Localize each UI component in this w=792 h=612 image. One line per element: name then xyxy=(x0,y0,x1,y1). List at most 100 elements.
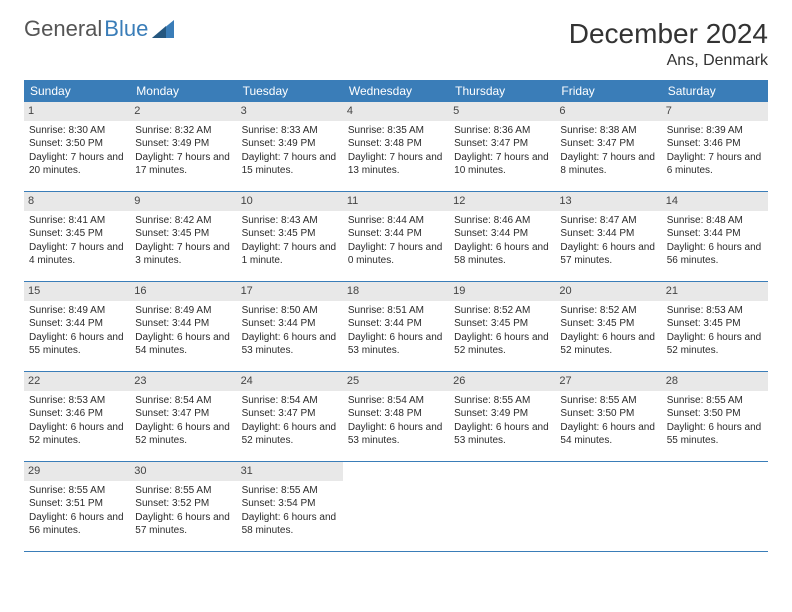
calendar-week: 22Sunrise: 8:53 AMSunset: 3:46 PMDayligh… xyxy=(24,372,768,462)
sunset-text: Sunset: 3:44 PM xyxy=(348,227,444,241)
sunrise-text: Sunrise: 8:55 AM xyxy=(29,484,125,498)
sunset-text: Sunset: 3:45 PM xyxy=(29,227,125,241)
weekday-header: Saturday xyxy=(662,80,768,102)
daylight-text: Daylight: 7 hours and 1 minute. xyxy=(242,241,338,268)
sunset-text: Sunset: 3:49 PM xyxy=(135,137,231,151)
daylight-text: Daylight: 6 hours and 56 minutes. xyxy=(667,241,763,268)
weekday-header: Tuesday xyxy=(237,80,343,102)
sunrise-text: Sunrise: 8:35 AM xyxy=(348,124,444,138)
day-number: 6 xyxy=(555,102,661,121)
day-number: 11 xyxy=(343,192,449,211)
sunset-text: Sunset: 3:45 PM xyxy=(560,317,656,331)
daylight-text: Daylight: 6 hours and 52 minutes. xyxy=(454,331,550,358)
sunrise-text: Sunrise: 8:53 AM xyxy=(667,304,763,318)
calendar-day-cell: 8Sunrise: 8:41 AMSunset: 3:45 PMDaylight… xyxy=(24,192,130,281)
day-number: 8 xyxy=(24,192,130,211)
day-number: 4 xyxy=(343,102,449,121)
sunset-text: Sunset: 3:46 PM xyxy=(667,137,763,151)
sunset-text: Sunset: 3:47 PM xyxy=(454,137,550,151)
sunrise-text: Sunrise: 8:55 AM xyxy=(135,484,231,498)
sunset-text: Sunset: 3:45 PM xyxy=(242,227,338,241)
sunrise-text: Sunrise: 8:48 AM xyxy=(667,214,763,228)
day-number: 18 xyxy=(343,282,449,301)
calendar-day-cell: 28Sunrise: 8:55 AMSunset: 3:50 PMDayligh… xyxy=(662,372,768,461)
sunrise-text: Sunrise: 8:50 AM xyxy=(242,304,338,318)
sunset-text: Sunset: 3:44 PM xyxy=(667,227,763,241)
sunrise-text: Sunrise: 8:42 AM xyxy=(135,214,231,228)
calendar: Sunday Monday Tuesday Wednesday Thursday… xyxy=(24,80,768,552)
sunrise-text: Sunrise: 8:46 AM xyxy=(454,214,550,228)
calendar-day-cell: 6Sunrise: 8:38 AMSunset: 3:47 PMDaylight… xyxy=(555,102,661,191)
calendar-day-cell: 1Sunrise: 8:30 AMSunset: 3:50 PMDaylight… xyxy=(24,102,130,191)
day-number: 29 xyxy=(24,462,130,481)
calendar-day-cell: . xyxy=(343,462,449,551)
sunrise-text: Sunrise: 8:43 AM xyxy=(242,214,338,228)
day-number: 3 xyxy=(237,102,343,121)
day-number: 30 xyxy=(130,462,236,481)
sunset-text: Sunset: 3:44 PM xyxy=(135,317,231,331)
calendar-day-cell: 13Sunrise: 8:47 AMSunset: 3:44 PMDayligh… xyxy=(555,192,661,281)
daylight-text: Daylight: 6 hours and 52 minutes. xyxy=(667,331,763,358)
calendar-day-cell: 23Sunrise: 8:54 AMSunset: 3:47 PMDayligh… xyxy=(130,372,236,461)
day-number: 22 xyxy=(24,372,130,391)
day-number: 12 xyxy=(449,192,555,211)
calendar-week: 8Sunrise: 8:41 AMSunset: 3:45 PMDaylight… xyxy=(24,192,768,282)
weekday-header-row: Sunday Monday Tuesday Wednesday Thursday… xyxy=(24,80,768,102)
daylight-text: Daylight: 7 hours and 0 minutes. xyxy=(348,241,444,268)
daylight-text: Daylight: 6 hours and 53 minutes. xyxy=(348,421,444,448)
sunset-text: Sunset: 3:49 PM xyxy=(242,137,338,151)
daylight-text: Daylight: 7 hours and 10 minutes. xyxy=(454,151,550,178)
calendar-day-cell: 12Sunrise: 8:46 AMSunset: 3:44 PMDayligh… xyxy=(449,192,555,281)
daylight-text: Daylight: 6 hours and 56 minutes. xyxy=(29,511,125,538)
sunrise-text: Sunrise: 8:49 AM xyxy=(29,304,125,318)
day-number: 16 xyxy=(130,282,236,301)
daylight-text: Daylight: 7 hours and 20 minutes. xyxy=(29,151,125,178)
day-number: 27 xyxy=(555,372,661,391)
day-number: 20 xyxy=(555,282,661,301)
daylight-text: Daylight: 7 hours and 15 minutes. xyxy=(242,151,338,178)
calendar-day-cell: 11Sunrise: 8:44 AMSunset: 3:44 PMDayligh… xyxy=(343,192,449,281)
daylight-text: Daylight: 6 hours and 55 minutes. xyxy=(29,331,125,358)
sunrise-text: Sunrise: 8:54 AM xyxy=(242,394,338,408)
daylight-text: Daylight: 6 hours and 53 minutes. xyxy=(348,331,444,358)
sunset-text: Sunset: 3:52 PM xyxy=(135,497,231,511)
sunset-text: Sunset: 3:44 PM xyxy=(29,317,125,331)
calendar-day-cell: 4Sunrise: 8:35 AMSunset: 3:48 PMDaylight… xyxy=(343,102,449,191)
sunset-text: Sunset: 3:50 PM xyxy=(560,407,656,421)
sunset-text: Sunset: 3:45 PM xyxy=(667,317,763,331)
sunrise-text: Sunrise: 8:53 AM xyxy=(29,394,125,408)
daylight-text: Daylight: 7 hours and 13 minutes. xyxy=(348,151,444,178)
daylight-text: Daylight: 6 hours and 52 minutes. xyxy=(29,421,125,448)
calendar-day-cell: 29Sunrise: 8:55 AMSunset: 3:51 PMDayligh… xyxy=(24,462,130,551)
calendar-day-cell: 27Sunrise: 8:55 AMSunset: 3:50 PMDayligh… xyxy=(555,372,661,461)
sunset-text: Sunset: 3:50 PM xyxy=(667,407,763,421)
daylight-text: Daylight: 7 hours and 17 minutes. xyxy=(135,151,231,178)
sunrise-text: Sunrise: 8:52 AM xyxy=(454,304,550,318)
day-number: 21 xyxy=(662,282,768,301)
calendar-weeks: 1Sunrise: 8:30 AMSunset: 3:50 PMDaylight… xyxy=(24,102,768,552)
title-block: December 2024 Ans, Denmark xyxy=(569,18,768,70)
daylight-text: Daylight: 6 hours and 58 minutes. xyxy=(454,241,550,268)
daylight-text: Daylight: 6 hours and 58 minutes. xyxy=(242,511,338,538)
day-number: 10 xyxy=(237,192,343,211)
sunrise-text: Sunrise: 8:47 AM xyxy=(560,214,656,228)
daylight-text: Daylight: 6 hours and 52 minutes. xyxy=(135,421,231,448)
calendar-day-cell: 30Sunrise: 8:55 AMSunset: 3:52 PMDayligh… xyxy=(130,462,236,551)
sunset-text: Sunset: 3:47 PM xyxy=(135,407,231,421)
sunset-text: Sunset: 3:54 PM xyxy=(242,497,338,511)
sunrise-text: Sunrise: 8:55 AM xyxy=(560,394,656,408)
calendar-day-cell: 18Sunrise: 8:51 AMSunset: 3:44 PMDayligh… xyxy=(343,282,449,371)
day-number: 24 xyxy=(237,372,343,391)
sunset-text: Sunset: 3:45 PM xyxy=(135,227,231,241)
sunrise-text: Sunrise: 8:52 AM xyxy=(560,304,656,318)
day-number: 28 xyxy=(662,372,768,391)
calendar-week: 29Sunrise: 8:55 AMSunset: 3:51 PMDayligh… xyxy=(24,462,768,552)
weekday-header: Sunday xyxy=(24,80,130,102)
sunset-text: Sunset: 3:50 PM xyxy=(29,137,125,151)
sunset-text: Sunset: 3:47 PM xyxy=(242,407,338,421)
day-number: 7 xyxy=(662,102,768,121)
day-number: 2 xyxy=(130,102,236,121)
daylight-text: Daylight: 6 hours and 57 minutes. xyxy=(560,241,656,268)
calendar-day-cell: 2Sunrise: 8:32 AMSunset: 3:49 PMDaylight… xyxy=(130,102,236,191)
sunset-text: Sunset: 3:45 PM xyxy=(454,317,550,331)
